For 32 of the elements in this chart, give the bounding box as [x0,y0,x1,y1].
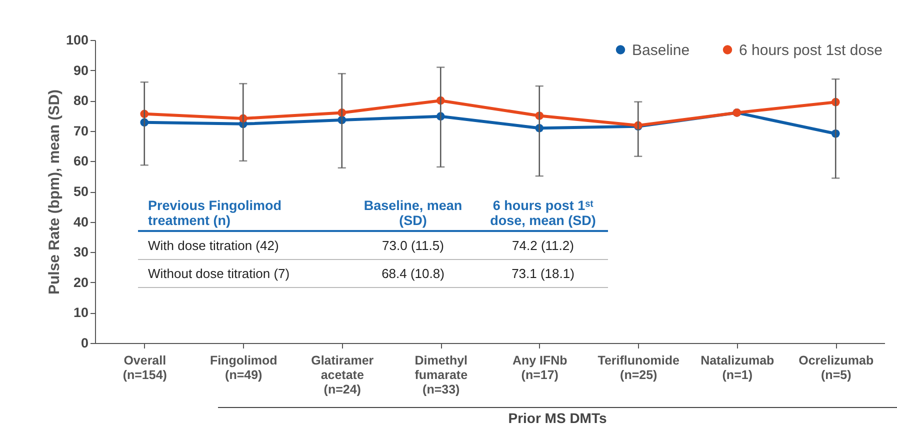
x-tick-label: Dimethyl fumarate (n=33) [414,354,468,396]
x-tick-label: Ocrelizumab (n=5) [798,354,874,382]
y-tick-label: 40 [73,214,88,230]
legend-label: Baseline [632,42,690,59]
text: Prior MS DMTs [507,410,608,426]
legend-label: 6 hours post 1st dose [739,42,882,59]
y-tick-label: 50 [73,184,88,199]
annotation: Baseline, mean (SD) [348,196,478,231]
y-tick-label: 30 [73,244,88,260]
x-tick-label: Natalizumab (n=1) [700,354,775,382]
y-tick-label: 90 [73,62,88,78]
y-tick-label: 100 [66,32,88,48]
annotation: 68.4 (10.8) [348,260,478,288]
annotation: 73.1 (18.1) [478,260,608,288]
annotation: 73.0 (11.5) [348,231,478,260]
annotation: Previous Fingolimod treatment (n) [138,196,348,231]
x-tick-label: Fingolimod (n=49) [210,354,278,382]
y-tick-label: 60 [73,154,88,169]
x-tick-label: Overall (n=154) [122,354,167,382]
x-tick-label: Any IFNb (n=17) [512,354,568,382]
x-tick-label: Glatiramer acetate (n=24) [311,354,374,396]
annotation: Without dose titration (7) [138,260,348,288]
x-tick-label: Teriflunomide (n=25) [598,354,680,382]
annotation: 6 hours post 1ˢᵗ dose, mean (SD) [478,196,608,231]
y-tick-label: 70 [73,123,88,138]
y-tick-label: 0 [80,336,88,350]
y-tick-label: 10 [73,305,88,320]
annotation: 74.2 (11.2) [478,231,608,260]
y-tick-label: 20 [73,274,88,290]
y-axis-title: Pulse Rate (bpm), mean (SD) [46,89,63,295]
y-tick-label: 80 [73,93,88,108]
annotation: With dose titration (42) [138,231,348,260]
